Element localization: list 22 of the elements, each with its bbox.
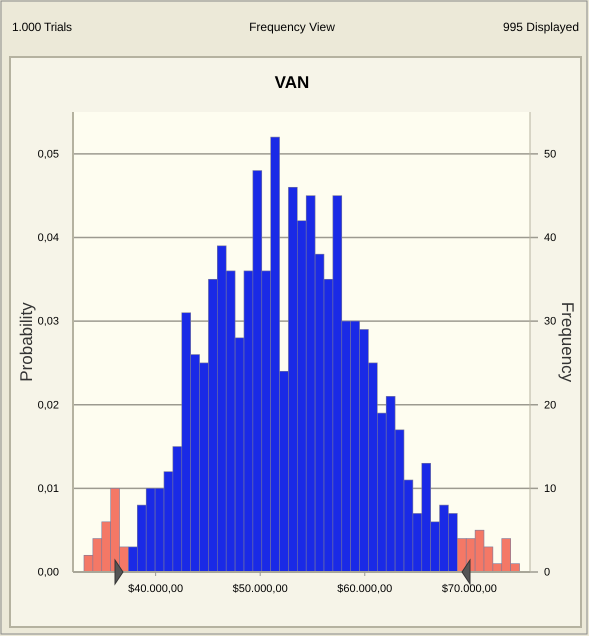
y2-tick-label: 30 (544, 316, 556, 328)
y-tick-label: 0,03 (38, 316, 59, 328)
chart-subtitle: Frequency View (249, 20, 336, 34)
y-tick-label: 0,00 (38, 566, 59, 579)
y2-axis-title: Frequency (558, 302, 577, 383)
y-tick-label: 0,01 (38, 482, 59, 495)
x-tick-label: $70.000,00 (442, 583, 497, 596)
x-tick-label: $60.000,00 (337, 583, 392, 596)
chart-title: VAN (274, 73, 310, 92)
x-tick-label: $50.000,00 (232, 583, 288, 596)
text: 995 Displayed (502, 20, 579, 34)
y-tick-label: 0,02 (38, 399, 59, 412)
y2-tick-label: 0 (544, 566, 550, 579)
y2-tick-label: 10 (544, 482, 556, 495)
text: 1.000 Trials (12, 20, 72, 34)
y-tick-label: 0,04 (38, 232, 59, 244)
y2-tick-label: 50 (544, 148, 556, 160)
y-tick-label: 0,05 (38, 148, 59, 160)
x-tick-label: $40.000,00 (128, 583, 184, 596)
y-axis-title: Probability (17, 302, 36, 382)
y2-tick-label: 20 (544, 399, 556, 412)
y2-tick-label: 40 (544, 232, 556, 244)
